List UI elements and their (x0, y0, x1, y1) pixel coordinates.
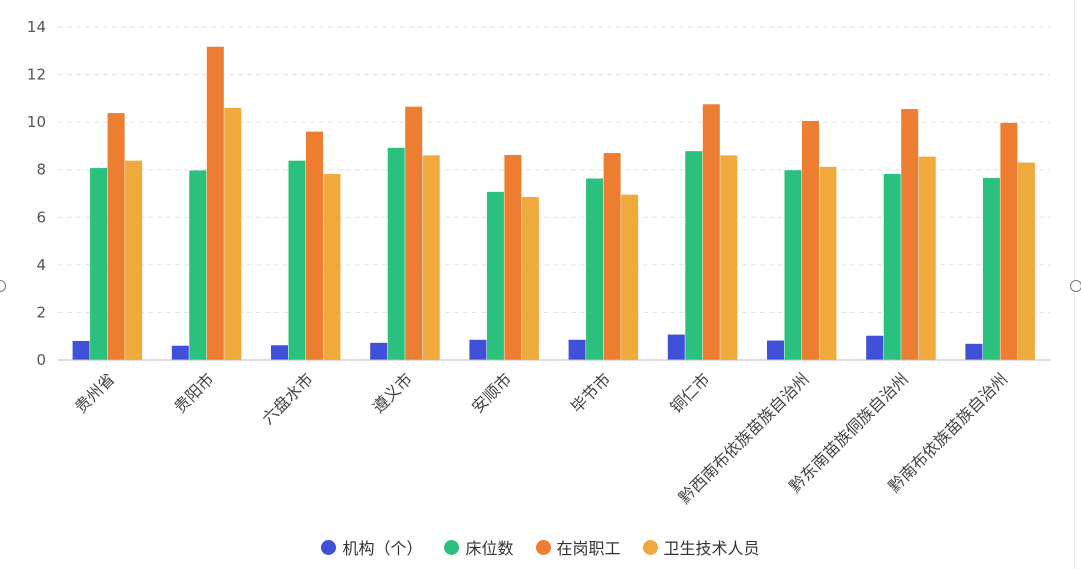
legend-marker (535, 539, 551, 555)
bar[interactable] (918, 156, 936, 360)
y-tick-label: 0 (36, 351, 46, 369)
bar[interactable] (288, 160, 306, 360)
bar[interactable] (901, 109, 919, 360)
bar[interactable] (323, 173, 341, 360)
legend-label: 在岗职工 (556, 539, 621, 558)
bar[interactable] (521, 197, 539, 360)
legend-item-health-tech-staff[interactable]: 卫生技术人员 (642, 535, 760, 559)
legend-marker (321, 539, 337, 555)
bar[interactable] (422, 155, 440, 360)
bar[interactable] (1017, 162, 1035, 360)
x-tick-label: 遵义市 (369, 369, 416, 416)
bar[interactable] (405, 106, 423, 360)
bar[interactable] (370, 342, 388, 360)
bar[interactable] (883, 173, 901, 360)
bar[interactable] (224, 107, 242, 360)
bar[interactable] (387, 147, 405, 360)
legend-label: 卫生技术人员 (663, 539, 760, 558)
legend-label: 床位数 (465, 539, 514, 558)
y-tick-label: 4 (36, 256, 46, 274)
x-tick-label: 铜仁市 (666, 369, 713, 416)
bar[interactable] (1000, 122, 1018, 360)
legend-item-beds[interactable]: 床位数 (444, 535, 514, 559)
bar[interactable] (802, 120, 819, 360)
legend-marker (642, 539, 658, 555)
x-tick-label: 毕节市 (567, 369, 614, 416)
bar[interactable] (504, 154, 522, 360)
bar[interactable] (486, 191, 504, 360)
legend-item-institutions[interactable]: 机构（个） (321, 535, 422, 559)
y-tick-label: 12 (27, 66, 46, 84)
bar[interactable] (107, 113, 125, 361)
right-resize-handle[interactable] (1070, 280, 1081, 292)
bar[interactable] (866, 335, 884, 360)
legend: 机构（个） 床位数 在岗职工 卫生技术人员 (0, 533, 1081, 561)
y-axis-ticks: 0 2 4 6 8 10 12 14 (27, 18, 46, 369)
y-tick-label: 10 (27, 113, 46, 131)
x-tick-label: 贵阳市 (170, 369, 217, 416)
y-tick-label: 6 (36, 208, 46, 226)
bar[interactable] (982, 178, 1000, 360)
y-tick-label: 2 (36, 303, 46, 321)
bar[interactable] (90, 168, 108, 360)
bar[interactable] (784, 170, 802, 360)
bar[interactable] (568, 339, 586, 360)
x-tick-label: 贵州省 (71, 369, 118, 416)
bar[interactable] (271, 345, 288, 360)
bar[interactable] (767, 340, 784, 360)
x-tick-label: 六盘水市 (258, 369, 317, 428)
bars[interactable] (72, 46, 1035, 361)
bar[interactable] (819, 166, 837, 360)
y-tick-label: 14 (27, 18, 46, 36)
legend-marker (444, 539, 460, 555)
bar[interactable] (621, 194, 639, 360)
bar[interactable] (965, 343, 983, 360)
bar[interactable] (306, 131, 323, 360)
bar[interactable] (171, 345, 189, 360)
bar[interactable] (72, 340, 90, 360)
bar[interactable] (667, 334, 685, 360)
y-tick-label: 8 (36, 161, 46, 179)
bar[interactable] (469, 339, 487, 360)
legend-item-staff[interactable]: 在岗职工 (535, 535, 621, 559)
bar[interactable] (685, 151, 703, 360)
bar[interactable] (206, 46, 224, 361)
bar[interactable] (720, 155, 738, 360)
bar[interactable] (702, 104, 720, 360)
x-axis-ticks: 贵州省 贵阳市 六盘水市 遵义市 安顺市 毕节市 铜仁市黔西南布依族苗族自治州黔东南苗族侗族… (71, 369, 1011, 507)
x-tick-label: 安顺市 (468, 369, 515, 416)
legend-label: 机构（个） (342, 539, 423, 558)
bar[interactable] (586, 178, 604, 360)
bar[interactable] (603, 153, 621, 360)
bar[interactable] (189, 170, 207, 360)
bar[interactable] (125, 160, 143, 360)
